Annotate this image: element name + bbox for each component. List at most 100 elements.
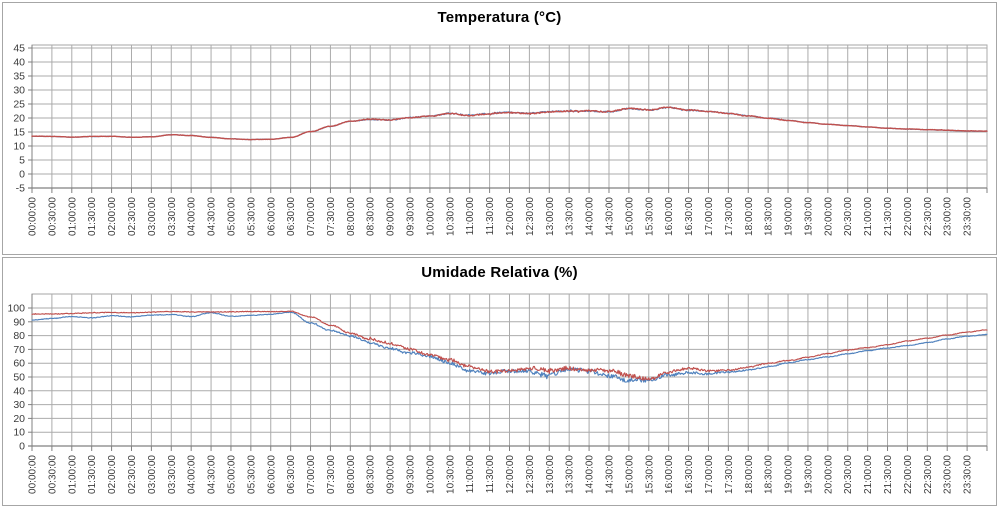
svg-text:04:00:00: 04:00:00 (187, 197, 198, 236)
svg-text:16:00:00: 16:00:00 (664, 455, 675, 494)
svg-text:30: 30 (13, 399, 25, 411)
svg-text:00:00:00: 00:00:00 (28, 197, 39, 236)
svg-text:04:30:00: 04:30:00 (207, 455, 218, 494)
svg-text:02:00:00: 02:00:00 (107, 455, 118, 494)
svg-text:20: 20 (13, 113, 25, 125)
svg-text:0: 0 (19, 169, 25, 181)
svg-text:02:30:00: 02:30:00 (127, 197, 138, 236)
svg-text:05:30:00: 05:30:00 (246, 197, 257, 236)
svg-text:17:00:00: 17:00:00 (704, 455, 715, 494)
svg-text:15:30:00: 15:30:00 (644, 197, 655, 236)
svg-text:09:00:00: 09:00:00 (386, 455, 397, 494)
svg-text:23:30:00: 23:30:00 (963, 197, 974, 236)
gridlines (32, 294, 988, 447)
red-series-line (31, 310, 988, 381)
svg-text:06:00:00: 06:00:00 (266, 197, 277, 236)
svg-text:21:30:00: 21:30:00 (883, 455, 894, 494)
red-series-line (31, 106, 988, 141)
svg-text:14:00:00: 14:00:00 (585, 197, 596, 236)
svg-text:03:00:00: 03:00:00 (147, 197, 158, 236)
svg-text:14:30:00: 14:30:00 (604, 197, 615, 236)
svg-text:16:30:00: 16:30:00 (684, 197, 695, 236)
svg-text:12:30:00: 12:30:00 (525, 455, 536, 494)
svg-text:09:30:00: 09:30:00 (406, 197, 417, 236)
svg-text:03:30:00: 03:30:00 (167, 455, 178, 494)
svg-text:18:00:00: 18:00:00 (744, 455, 755, 494)
svg-text:00:30:00: 00:30:00 (47, 197, 58, 236)
svg-text:19:00:00: 19:00:00 (784, 455, 795, 494)
svg-text:30: 30 (13, 85, 25, 97)
svg-text:20:00:00: 20:00:00 (823, 197, 834, 236)
svg-text:16:00:00: 16:00:00 (664, 197, 675, 236)
svg-text:40: 40 (13, 57, 25, 69)
svg-text:11:00:00: 11:00:00 (465, 197, 476, 236)
svg-text:5: 5 (19, 155, 25, 167)
svg-text:35: 35 (13, 71, 25, 83)
svg-text:15: 15 (13, 127, 25, 139)
svg-text:10: 10 (13, 141, 25, 153)
svg-text:20:30:00: 20:30:00 (843, 197, 854, 236)
x-axis-labels: 00:00:00 00:30:00 01:00:00 01:30:00 02:00:00… (28, 197, 974, 236)
svg-text:04:30:00: 04:30:00 (207, 197, 218, 236)
svg-text:09:30:00: 09:30:00 (406, 455, 417, 494)
svg-text:-5: -5 (16, 183, 25, 195)
svg-text:19:00:00: 19:00:00 (784, 197, 795, 236)
svg-text:21:00:00: 21:00:00 (863, 197, 874, 236)
gridlines (32, 45, 988, 189)
svg-text:07:00:00: 07:00:00 (306, 197, 317, 236)
svg-text:19:30:00: 19:30:00 (803, 455, 814, 494)
svg-text:12:00:00: 12:00:00 (505, 455, 516, 494)
svg-text:10: 10 (13, 427, 25, 439)
svg-text:22:00:00: 22:00:00 (903, 197, 914, 236)
svg-text:22:30:00: 22:30:00 (923, 455, 934, 494)
svg-text:13:00:00: 13:00:00 (545, 455, 556, 494)
svg-text:12:00:00: 12:00:00 (505, 197, 516, 236)
svg-text:0: 0 (19, 441, 25, 453)
svg-text:01:30:00: 01:30:00 (87, 455, 98, 494)
svg-text:01:30:00: 01:30:00 (87, 197, 98, 236)
svg-text:21:00:00: 21:00:00 (863, 455, 874, 494)
svg-text:11:00:00: 11:00:00 (465, 455, 476, 494)
svg-text:18:30:00: 18:30:00 (764, 455, 775, 494)
svg-text:01:00:00: 01:00:00 (67, 197, 78, 236)
svg-text:14:30:00: 14:30:00 (604, 455, 615, 494)
svg-text:90: 90 (13, 316, 25, 328)
humidity-chart-panel: 100 90 80 70 60 50 40 30 20 10 0 00:00:00 00:30:00 01… (2, 257, 997, 506)
svg-text:20:30:00: 20:30:00 (843, 455, 854, 494)
svg-text:15:00:00: 15:00:00 (624, 197, 635, 236)
svg-text:04:00:00: 04:00:00 (187, 455, 198, 494)
svg-text:10:30:00: 10:30:00 (445, 455, 456, 494)
svg-text:09:00:00: 09:00:00 (386, 197, 397, 236)
svg-text:05:30:00: 05:30:00 (246, 455, 257, 494)
svg-text:20:00:00: 20:00:00 (823, 455, 834, 494)
svg-text:14:00:00: 14:00:00 (585, 455, 596, 494)
svg-text:20: 20 (13, 413, 25, 425)
svg-text:06:30:00: 06:30:00 (286, 455, 297, 494)
svg-text:03:30:00: 03:30:00 (167, 197, 178, 236)
temperature-chart-title: Temperatura (°C) (437, 9, 562, 26)
humidity-chart-title: Umidade Relativa (%) (421, 264, 578, 281)
svg-text:10:30:00: 10:30:00 (445, 197, 456, 236)
svg-text:06:00:00: 06:00:00 (266, 455, 277, 494)
svg-text:00:00:00: 00:00:00 (28, 455, 39, 494)
svg-text:17:00:00: 17:00:00 (704, 197, 715, 236)
svg-text:07:30:00: 07:30:00 (326, 197, 337, 236)
svg-text:21:30:00: 21:30:00 (883, 197, 894, 236)
svg-text:07:00:00: 07:00:00 (306, 455, 317, 494)
svg-text:40: 40 (13, 385, 25, 397)
svg-text:08:30:00: 08:30:00 (366, 197, 377, 236)
svg-text:02:30:00: 02:30:00 (127, 455, 138, 494)
svg-text:15:30:00: 15:30:00 (644, 455, 655, 494)
svg-text:10:00:00: 10:00:00 (425, 455, 436, 494)
svg-text:45: 45 (13, 43, 25, 55)
svg-text:19:30:00: 19:30:00 (803, 197, 814, 236)
svg-text:18:00:00: 18:00:00 (744, 197, 755, 236)
svg-text:70: 70 (13, 344, 25, 356)
svg-text:05:00:00: 05:00:00 (226, 455, 237, 494)
svg-text:17:30:00: 17:30:00 (724, 197, 735, 236)
axes (28, 45, 988, 193)
svg-text:25: 25 (13, 99, 25, 111)
